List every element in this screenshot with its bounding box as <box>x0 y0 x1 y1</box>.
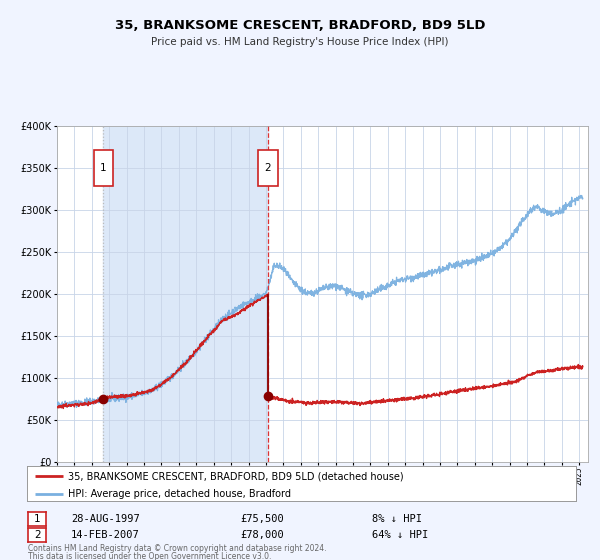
FancyBboxPatch shape <box>259 150 278 186</box>
Text: 28-AUG-1997: 28-AUG-1997 <box>71 514 140 524</box>
Text: 14-FEB-2007: 14-FEB-2007 <box>71 530 140 540</box>
Text: 35, BRANKSOME CRESCENT, BRADFORD, BD9 5LD: 35, BRANKSOME CRESCENT, BRADFORD, BD9 5L… <box>115 18 485 32</box>
Text: 2: 2 <box>34 530 41 540</box>
Text: 1: 1 <box>100 163 107 173</box>
Text: This data is licensed under the Open Government Licence v3.0.: This data is licensed under the Open Gov… <box>28 552 272 560</box>
Text: £75,500: £75,500 <box>240 514 284 524</box>
Text: £78,000: £78,000 <box>240 530 284 540</box>
FancyBboxPatch shape <box>94 150 113 186</box>
Text: 64% ↓ HPI: 64% ↓ HPI <box>372 530 428 540</box>
Text: 35, BRANKSOME CRESCENT, BRADFORD, BD9 5LD (detached house): 35, BRANKSOME CRESCENT, BRADFORD, BD9 5L… <box>68 471 404 481</box>
Text: 2: 2 <box>265 163 271 173</box>
Text: HPI: Average price, detached house, Bradford: HPI: Average price, detached house, Brad… <box>68 488 291 498</box>
Text: 8% ↓ HPI: 8% ↓ HPI <box>372 514 422 524</box>
Text: Price paid vs. HM Land Registry's House Price Index (HPI): Price paid vs. HM Land Registry's House … <box>151 37 449 47</box>
Bar <box>103 126 268 462</box>
Text: Contains HM Land Registry data © Crown copyright and database right 2024.: Contains HM Land Registry data © Crown c… <box>28 544 326 553</box>
Text: 1: 1 <box>34 514 41 524</box>
